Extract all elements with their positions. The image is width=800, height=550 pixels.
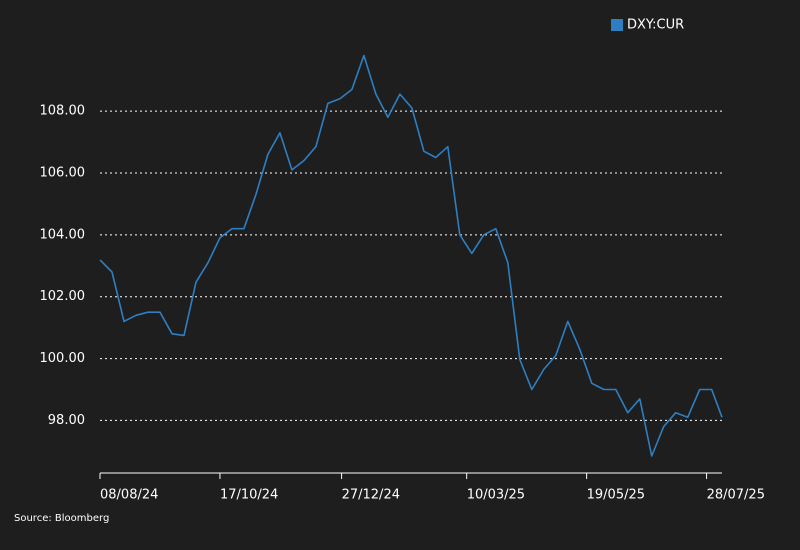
- y-tick-label: 102.00: [40, 289, 86, 304]
- x-tick-label: 28/07/25: [707, 488, 765, 503]
- x-tick-label: 19/05/25: [587, 488, 645, 503]
- series-line: [99, 54, 723, 457]
- y-tick-label: 100.00: [40, 351, 86, 366]
- x-tick-label: 27/12/24: [342, 488, 400, 503]
- x-tick-label: 17/10/24: [220, 488, 278, 503]
- x-tick-label: 08/08/24: [100, 488, 158, 503]
- y-tick-label: 108.00: [40, 104, 86, 119]
- x-tick-label: 10/03/25: [467, 488, 525, 503]
- y-tick-label: 98.00: [48, 413, 85, 428]
- y-tick-label: 104.00: [40, 227, 86, 242]
- legend-label: DXY:CUR: [627, 18, 684, 33]
- y-tick-label: 106.00: [40, 165, 86, 180]
- legend-swatch: [611, 19, 623, 31]
- source: Source: Bloomberg: [14, 513, 109, 524]
